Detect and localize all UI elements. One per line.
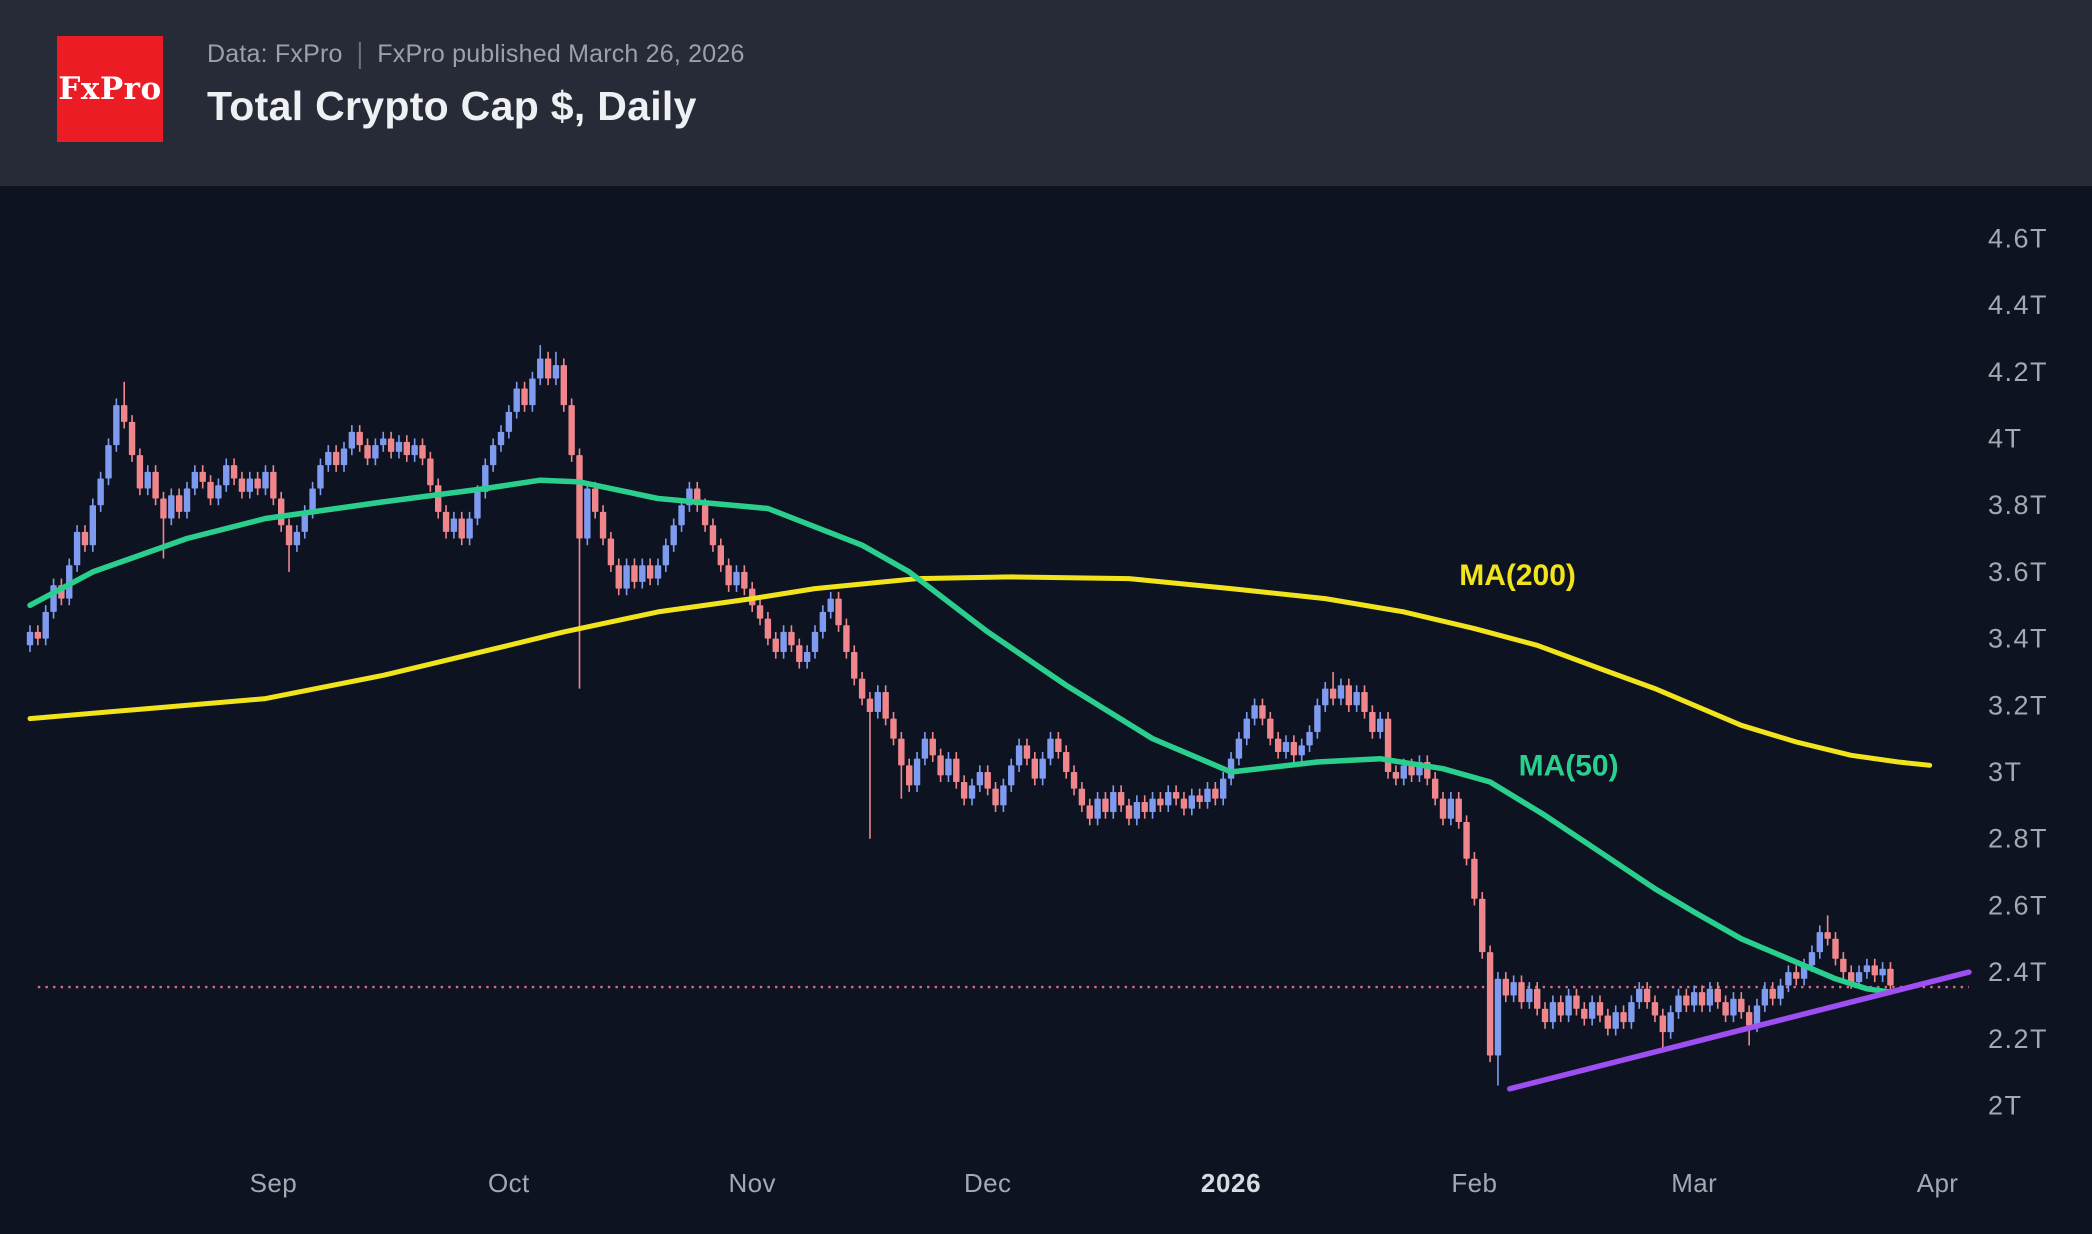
y-axis-tick: 3T — [1988, 757, 2023, 787]
y-axis-tick: 3.6T — [1988, 557, 2048, 587]
ma50-line — [27, 477, 1894, 995]
fxpro-logo: FxPro — [57, 36, 163, 142]
candles-layer[interactable] — [26, 345, 1894, 1086]
x-axis-tick-year: 2026 — [1201, 1168, 1261, 1198]
x-axis-tick: Oct — [488, 1168, 530, 1198]
x-axis-tick: Sep — [250, 1168, 297, 1198]
y-axis-tick: 4.4T — [1988, 290, 2048, 320]
chart-area[interactable]: MA(200) MA(50) 4.6T 4.4T 4.2T 4T 3.8T 3.6T 3.4T 3… — [0, 186, 2092, 1234]
subtitle-separator: | — [356, 37, 364, 71]
x-axis-tick: Dec — [964, 1168, 1011, 1198]
y-axis-labels: 4.6T 4.4T 4.2T 4T 3.8T 3.6T 3.4T 3.2T 3T 2.8T 2.6T… — [1988, 223, 2048, 1121]
x-axis-tick: Mar — [1671, 1168, 1717, 1198]
y-axis-tick: 2.6T — [1988, 890, 2048, 920]
ma200-label: MA(200) — [1459, 559, 1576, 592]
x-axis-tick: Apr — [1917, 1168, 1959, 1198]
x-axis-tick: Nov — [728, 1168, 775, 1198]
y-axis-tick: 4.6T — [1988, 223, 2048, 253]
y-axis-tick: 3.4T — [1988, 624, 2048, 654]
page-title: Total Crypto Cap $, Daily — [207, 83, 697, 129]
candlestick-chart-canvas[interactable]: MA(200) MA(50) 4.6T 4.4T 4.2T 4T 3.8T 3.6T 3.4T 3… — [0, 186, 2092, 1234]
y-axis-tick: 4.2T — [1988, 357, 2048, 387]
ma200-line — [27, 574, 1933, 768]
data-source-label: Data: FxPro — [207, 40, 343, 68]
y-axis-tick: 2.8T — [1988, 824, 2048, 854]
published-date-label: FxPro published March 26, 2026 — [377, 40, 745, 68]
chart-subtitle: Data: FxPro | FxPro published March 26, … — [207, 37, 745, 71]
y-axis-tick: 3.2T — [1988, 690, 2048, 720]
y-axis-tick: 4T — [1988, 424, 2023, 454]
y-axis-tick: 2.2T — [1988, 1024, 2048, 1054]
chart-header: FxPro Data: FxPro | FxPro published Marc… — [0, 0, 2092, 186]
ma-labels: MA(200) MA(50) — [1459, 559, 1618, 782]
y-axis-tick: 2T — [1988, 1091, 2023, 1121]
fxpro-logo-text: FxPro — [58, 71, 162, 107]
x-axis-labels: Sep Oct Nov Dec 2026 Feb Mar Apr — [250, 1168, 1959, 1198]
y-axis-tick: 3.8T — [1988, 490, 2048, 520]
header-text-block: Data: FxPro | FxPro published March 26, … — [207, 37, 745, 130]
x-axis-tick: Feb — [1451, 1168, 1497, 1198]
ma50-label: MA(50) — [1519, 749, 1619, 782]
y-axis-tick: 2.4T — [1988, 957, 2048, 987]
support-trendline — [1506, 969, 1972, 1092]
